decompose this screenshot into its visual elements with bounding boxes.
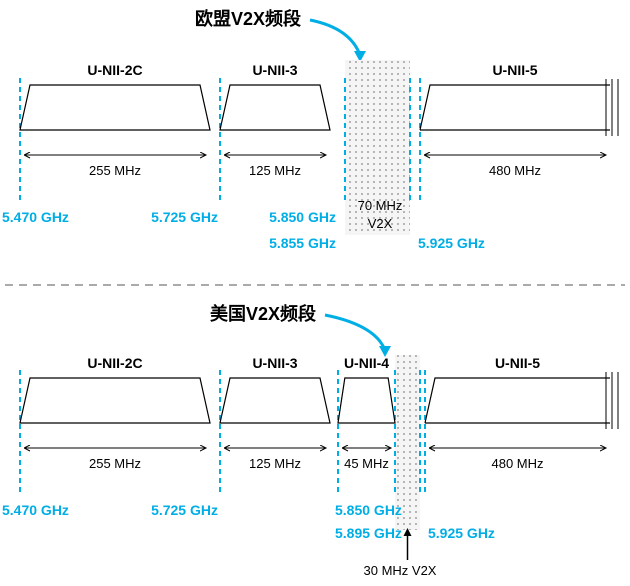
band-shape <box>20 378 210 423</box>
freq-label: 5.470 GHz <box>2 209 69 225</box>
band-label: U-NII-3 <box>252 62 297 78</box>
freq-label: 5.895 GHz <box>335 525 402 541</box>
band-label: U-NII-3 <box>252 355 297 371</box>
band-shape <box>20 85 210 130</box>
section-title: 美国V2X频段 <box>210 303 317 324</box>
freq-label: 5.470 GHz <box>2 502 69 518</box>
band-shape <box>220 378 330 423</box>
freq-label: 5.925 GHz <box>418 235 485 251</box>
bandwidth-label: 480 MHz <box>491 456 543 471</box>
freq-label: 5.925 GHz <box>428 525 495 541</box>
band-shape <box>220 85 330 130</box>
band-shape <box>338 378 395 423</box>
freq-label: 5.850 GHz <box>269 209 336 225</box>
bandwidth-label: 255 MHz <box>89 456 141 471</box>
band-shape <box>425 378 610 423</box>
freq-label: 5.725 GHz <box>151 502 218 518</box>
title-arrow <box>325 315 385 350</box>
band-label: U-NII-5 <box>495 355 540 371</box>
v2x-label: V2X <box>368 216 393 231</box>
bandwidth-label: 125 MHz <box>249 163 301 178</box>
section-title: 欧盟V2X频段 <box>195 8 302 29</box>
bandwidth-label: 255 MHz <box>89 163 141 178</box>
bandwidth-label: 125 MHz <box>249 456 301 471</box>
freq-label: 5.850 GHz <box>335 502 402 518</box>
bandwidth-label: 480 MHz <box>489 163 541 178</box>
band-label: U-NII-5 <box>492 62 537 78</box>
band-shape <box>420 85 610 130</box>
freq-label: 5.725 GHz <box>151 209 218 225</box>
v2x-label: 30 MHz V2X <box>364 563 437 578</box>
spectrum-diagram: 欧盟V2X频段 U-NII-2C 255 MHz U-NII-3 125 MHz U-NI… <box>0 0 630 586</box>
band-label: U-NII-2C <box>87 62 142 78</box>
band-label: U-NII-4 <box>344 355 389 371</box>
v2x-label: 70 MHz <box>358 198 403 213</box>
bandwidth-label: 45 MHz <box>344 456 389 471</box>
freq-label: 5.855 GHz <box>269 235 336 251</box>
band-label: U-NII-2C <box>87 355 142 371</box>
title-arrow <box>310 20 360 55</box>
